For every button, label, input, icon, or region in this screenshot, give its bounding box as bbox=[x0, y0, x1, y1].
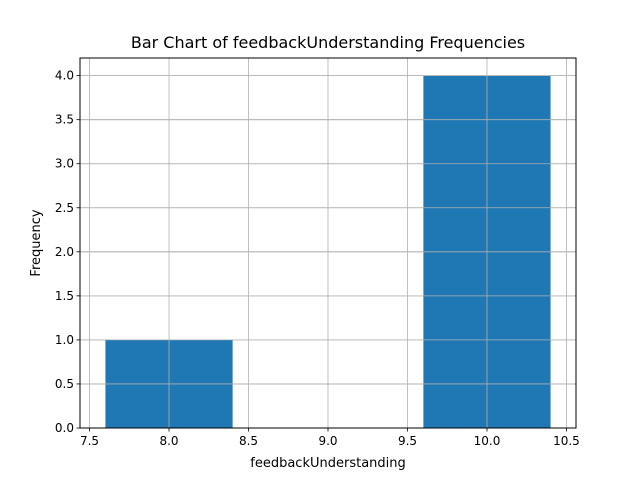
x-tick-label: 8.5 bbox=[239, 434, 258, 448]
x-tick-label: 9.5 bbox=[398, 434, 417, 448]
x-tick-label: 9.0 bbox=[318, 434, 337, 448]
x-tick-label: 8.0 bbox=[159, 434, 178, 448]
y-tick-label: 0.0 bbox=[55, 421, 74, 435]
y-tick-label: 2.0 bbox=[55, 245, 74, 259]
grid-overlay bbox=[80, 58, 576, 429]
x-tick-label: 10.5 bbox=[553, 434, 580, 448]
x-axis-ticks: 7.5 8.0 8.5 9.0 9.5 10.0 10.5 bbox=[80, 428, 580, 448]
y-tick-label: 4.0 bbox=[55, 69, 74, 83]
x-axis-label: feedbackUnderstanding bbox=[250, 456, 406, 471]
x-tick-label: 7.5 bbox=[80, 434, 99, 448]
y-tick-label: 1.5 bbox=[55, 289, 74, 303]
chart-title: Bar Chart of feedbackUnderstanding Frequ… bbox=[131, 33, 525, 52]
y-axis-ticks: 0.0 0.5 1.0 1.5 2.0 2.5 3.0 3.5 4.0 bbox=[55, 69, 80, 435]
y-tick-label: 3.0 bbox=[55, 157, 74, 171]
y-tick-label: 3.5 bbox=[55, 113, 74, 127]
x-tick-label: 10.0 bbox=[474, 434, 501, 448]
y-tick-label: 2.5 bbox=[55, 201, 74, 215]
y-axis-label: Frequency bbox=[29, 209, 44, 276]
y-tick-label: 1.0 bbox=[55, 333, 74, 347]
y-tick-label: 0.5 bbox=[55, 377, 74, 391]
